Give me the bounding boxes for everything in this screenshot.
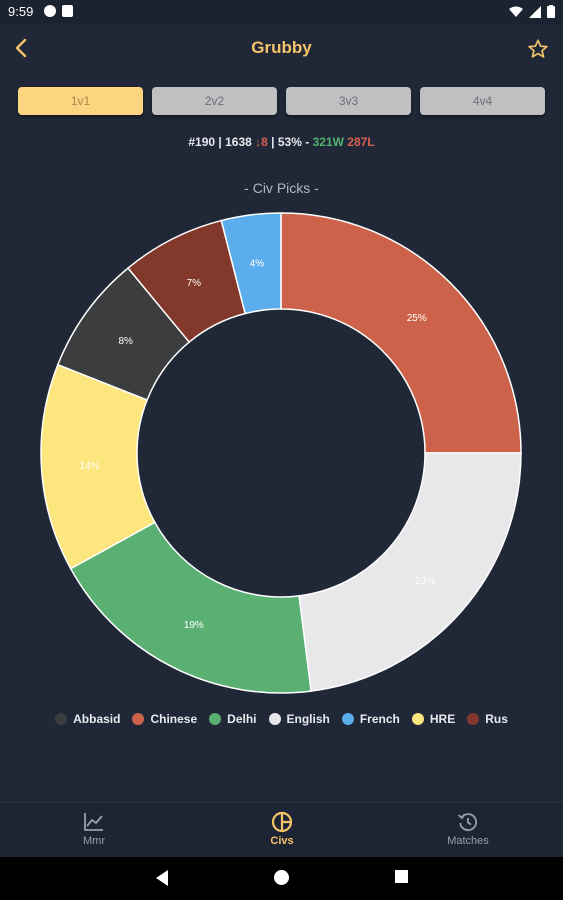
rank-value: #190 <box>188 135 216 149</box>
tab-4v4[interactable]: 4v4 <box>420 87 545 115</box>
rating-change: ↓8 <box>255 135 268 149</box>
app-notification-icon <box>62 5 73 17</box>
back-button[interactable] <box>8 34 34 62</box>
system-status-icons <box>509 5 555 18</box>
legend-label: HRE <box>429 712 456 726</box>
history-icon <box>457 813 477 832</box>
legend-item-chinese[interactable]: Chinese <box>132 712 197 726</box>
bottom-navigation: Mmr Civs Matches <box>0 802 563 858</box>
battery-icon <box>547 5 555 18</box>
legend-item-abbasid[interactable]: Abbasid <box>55 712 120 726</box>
slice-delhi[interactable] <box>69 521 312 694</box>
legend-swatch <box>55 713 68 725</box>
tab-2v2[interactable]: 2v2 <box>152 87 277 115</box>
signal-icon <box>529 5 541 18</box>
wifi-icon <box>509 6 523 17</box>
legend-item-french[interactable]: French <box>341 712 400 726</box>
back-triangle-icon[interactable] <box>154 869 170 887</box>
chart-title: - Civ Picks - <box>244 180 319 196</box>
separator: - <box>305 135 313 149</box>
legend-swatch <box>132 713 145 725</box>
slice-french[interactable] <box>220 212 282 315</box>
nav-label-civs: Civs <box>270 835 294 847</box>
tab-3v3[interactable]: 3v3 <box>286 87 411 115</box>
rating-value: 1638 <box>225 135 252 149</box>
legend-label: Rus <box>485 712 508 726</box>
wins-value: 321W <box>312 135 344 149</box>
chevron-left-icon <box>15 38 27 58</box>
system-navigation-bar <box>0 857 563 900</box>
game-mode-tabs: 1v1 2v2 3v3 4v4 <box>18 87 545 116</box>
legend-label: English <box>286 712 330 726</box>
legend-label: French <box>359 712 400 726</box>
slice-chinese[interactable] <box>280 212 522 454</box>
app-bar: Grubby <box>0 24 563 74</box>
slice-label-hre: 14% <box>79 461 99 472</box>
player-stats: #190 | 1638 ↓8 | 53% - 321W 287L <box>0 135 563 149</box>
separator: | <box>271 135 278 149</box>
slice-label-abbasid: 8% <box>118 336 133 347</box>
slice-label-french: 4% <box>250 259 265 270</box>
star-icon <box>528 39 548 58</box>
nav-item-civs[interactable]: Civs <box>222 811 342 847</box>
slice-label-english: 23% <box>415 576 435 587</box>
legend-item-rus[interactable]: Rus <box>467 712 508 726</box>
legend-item-hre[interactable]: HRE <box>411 712 456 726</box>
home-circle-icon[interactable] <box>273 869 290 886</box>
legend-swatch <box>467 713 480 725</box>
legend-label: Chinese <box>150 712 198 726</box>
slice-label-rus: 7% <box>187 278 202 289</box>
winrate-value: 53% <box>277 135 302 149</box>
legend-label: Abbasid <box>73 712 121 726</box>
chart-legend: Abbasid Chinese Delhi English French HRE Rus <box>0 712 563 726</box>
rating-change-value: 8 <box>261 135 268 149</box>
chart-line-icon <box>84 813 103 831</box>
pie-chart-icon <box>271 811 293 833</box>
nav-label-matches: Matches <box>447 835 489 847</box>
separator: | <box>218 135 226 149</box>
nav-item-mmr[interactable]: Mmr <box>34 811 154 847</box>
tab-1v1[interactable]: 1v1 <box>18 87 143 115</box>
legend-swatch <box>209 713 222 725</box>
losses-value: 287L <box>347 135 375 149</box>
slice-label-chinese: 25% <box>407 313 427 324</box>
legend-label: Delhi <box>227 712 257 726</box>
favorite-button[interactable] <box>525 36 551 62</box>
arrow-down-icon: ↓ <box>255 135 262 149</box>
recents-square-icon[interactable] <box>394 869 409 884</box>
slice-label-delhi: 19% <box>184 620 204 631</box>
slice-english[interactable] <box>298 452 522 692</box>
legend-swatch <box>411 713 424 725</box>
status-time: 9:59 <box>8 4 34 19</box>
notification-icons <box>44 5 73 17</box>
page-title: Grubby <box>251 38 312 57</box>
legend-item-english[interactable]: English <box>268 712 330 726</box>
nav-label-mmr: Mmr <box>83 835 105 847</box>
nav-item-matches[interactable]: Matches <box>408 811 528 847</box>
legend-swatch <box>341 713 354 725</box>
app-notification-icon <box>44 5 56 17</box>
legend-item-delhi[interactable]: Delhi <box>209 712 257 726</box>
status-bar: 9:59 <box>0 0 563 24</box>
legend-swatch <box>268 713 281 725</box>
